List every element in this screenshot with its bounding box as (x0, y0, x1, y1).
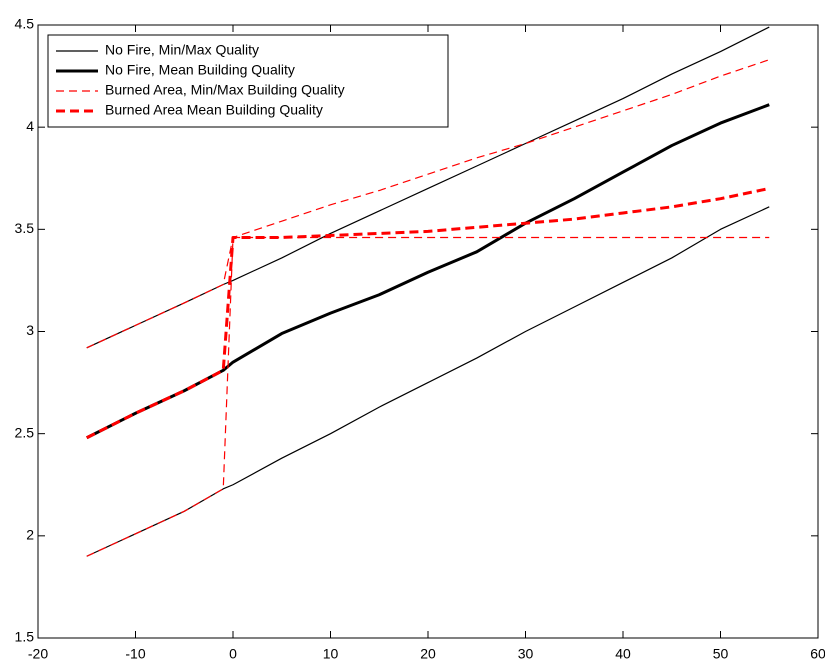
x-tick-label: 50 (713, 646, 729, 662)
y-tick-label: 3.5 (15, 220, 35, 236)
series-line (86, 59, 770, 349)
legend-label: No Fire, Mean Building Quality (105, 62, 295, 78)
legend-box (47, 34, 449, 128)
x-tick-label: 20 (420, 646, 436, 662)
x-tick-label: -10 (125, 646, 145, 662)
series-line (86, 236, 770, 557)
series-line (86, 186, 770, 440)
x-tick-label: 40 (615, 646, 631, 662)
x-tick-label: 30 (518, 646, 534, 662)
y-tick-label: 4.5 (15, 16, 35, 32)
legend-label: Burned Area, Min/Max Building Quality (105, 82, 345, 98)
y-tick-label: 2 (26, 527, 34, 543)
legend-label: Burned Area Mean Building Quality (105, 102, 323, 118)
axes-frame (37, 24, 819, 639)
y-tick-label: 2.5 (15, 424, 35, 440)
x-tick-label: 0 (229, 646, 237, 662)
x-tick-label: 10 (323, 646, 339, 662)
legend-label: No Fire, Min/Max Quality (105, 42, 259, 58)
y-tick-label: 4 (26, 118, 34, 134)
x-tick-label: -20 (28, 646, 48, 662)
y-tick-label: 1.5 (15, 629, 35, 645)
series-line (86, 206, 770, 557)
x-tick-label: 60 (810, 646, 825, 662)
y-tick-label: 3 (26, 322, 34, 338)
series-line (86, 26, 770, 349)
